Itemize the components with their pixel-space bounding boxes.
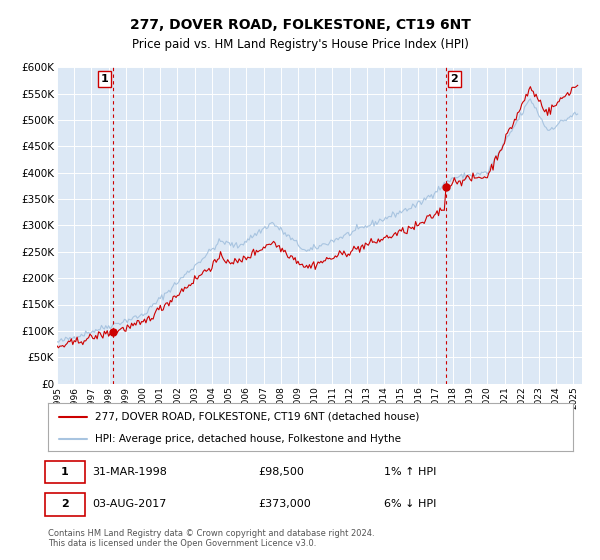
Text: Price paid vs. HM Land Registry's House Price Index (HPI): Price paid vs. HM Land Registry's House …	[131, 38, 469, 52]
Text: 1% ↑ HPI: 1% ↑ HPI	[384, 467, 436, 477]
Text: 6% ↓ HPI: 6% ↓ HPI	[384, 500, 436, 510]
Text: £373,000: £373,000	[258, 500, 311, 510]
Text: 277, DOVER ROAD, FOLKESTONE, CT19 6NT: 277, DOVER ROAD, FOLKESTONE, CT19 6NT	[130, 18, 470, 32]
Text: 03-AUG-2017: 03-AUG-2017	[92, 500, 167, 510]
Text: Contains HM Land Registry data © Crown copyright and database right 2024.
This d: Contains HM Land Registry data © Crown c…	[48, 529, 374, 548]
Text: 31-MAR-1998: 31-MAR-1998	[92, 467, 167, 477]
Text: 2: 2	[451, 74, 458, 84]
Text: 277, DOVER ROAD, FOLKESTONE, CT19 6NT (detached house): 277, DOVER ROAD, FOLKESTONE, CT19 6NT (d…	[95, 412, 419, 422]
Text: 2: 2	[61, 500, 68, 510]
Text: HPI: Average price, detached house, Folkestone and Hythe: HPI: Average price, detached house, Folk…	[95, 434, 401, 444]
Text: £98,500: £98,500	[258, 467, 304, 477]
Text: 1: 1	[61, 467, 68, 477]
Text: 1: 1	[100, 74, 108, 84]
FancyBboxPatch shape	[46, 461, 85, 483]
FancyBboxPatch shape	[46, 493, 85, 516]
